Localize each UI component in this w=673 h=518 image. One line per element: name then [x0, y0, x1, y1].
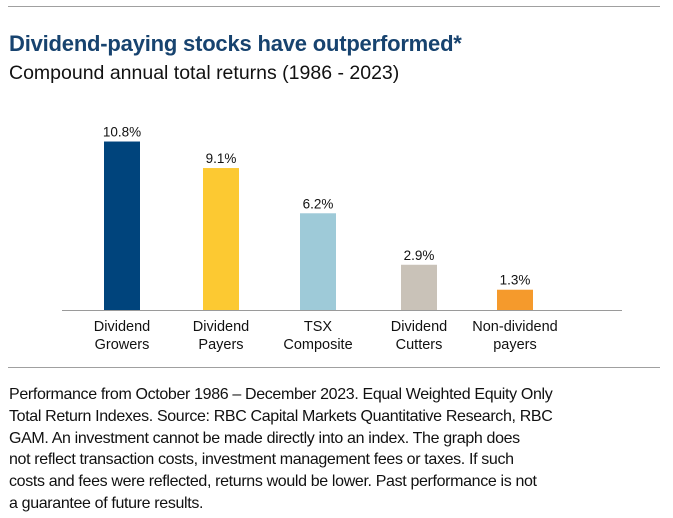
bar: [203, 168, 239, 310]
category-label: Dividend: [193, 319, 249, 335]
footnote-line: GAM. An investment cannot be made direct…: [9, 429, 520, 447]
category-label: Non-dividend: [472, 319, 557, 335]
footnote: Performance from October 1986 – December…: [9, 384, 553, 515]
category-label: Composite: [283, 337, 352, 353]
bar: [104, 141, 140, 310]
data-label: 1.3%: [500, 273, 531, 288]
category-label: Dividend: [391, 319, 447, 335]
footnote-line: costs and fees were reflected, returns w…: [9, 473, 537, 491]
bottom-divider: [8, 367, 660, 368]
data-label: 6.2%: [303, 196, 334, 211]
data-label: 9.1%: [206, 151, 237, 166]
data-label: 2.9%: [404, 248, 435, 263]
bar: [497, 289, 533, 310]
category-label: payers: [493, 337, 537, 353]
category-label: TSX: [304, 319, 333, 335]
chart-title: Dividend-paying stocks have outperformed…: [9, 31, 462, 56]
footnote-line: not reflect transaction costs, investmen…: [9, 451, 514, 469]
chart-subtitle: Compound annual total returns (1986 - 20…: [9, 62, 400, 84]
footnote-line: a guarantee of future results.: [9, 494, 204, 512]
bar-chart: 10.8% Dividend Growers 9.1% Dividend Payers 6.…: [62, 125, 622, 353]
category-label: Payers: [198, 337, 243, 353]
footnote-line: Performance from October 1986 – December…: [9, 386, 553, 403]
data-label: 10.8%: [103, 125, 141, 140]
top-divider: [8, 6, 660, 7]
bar: [300, 213, 336, 310]
footnote-line: Total Return Indexes. Source: RBC Capita…: [9, 407, 553, 425]
category-label: Dividend: [94, 319, 150, 335]
category-label: Cutters: [396, 337, 443, 353]
category-label: Growers: [95, 337, 150, 353]
bar: [401, 264, 437, 310]
